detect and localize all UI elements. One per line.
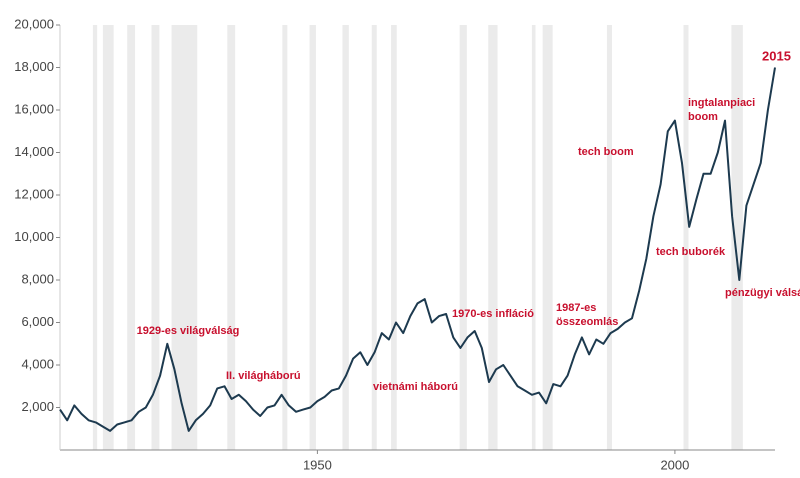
y-tick-label: 20,000 bbox=[14, 16, 54, 31]
recession-band bbox=[227, 25, 236, 450]
y-tick-label: 10,000 bbox=[14, 229, 54, 244]
recession-band bbox=[102, 25, 114, 450]
annotation: 2015 bbox=[762, 48, 791, 63]
y-tick-label: 12,000 bbox=[14, 186, 54, 201]
recession-band bbox=[459, 25, 467, 450]
annotation: vietnámi háború bbox=[373, 381, 458, 393]
annotation: 1970-es infláció bbox=[452, 308, 534, 320]
recession-band bbox=[171, 25, 198, 450]
annotation: összeomlás bbox=[556, 316, 618, 328]
recession-band bbox=[531, 25, 536, 450]
y-tick-label: 4,000 bbox=[21, 356, 54, 371]
recession-band bbox=[309, 25, 316, 450]
recession-band bbox=[542, 25, 553, 450]
annotation: 1929-es világválság bbox=[137, 325, 240, 337]
recession-band bbox=[92, 25, 98, 450]
recession-band bbox=[391, 25, 397, 450]
recession-band bbox=[151, 25, 160, 450]
x-tick-label: 2000 bbox=[660, 457, 689, 472]
annotation: II. világháború bbox=[226, 370, 301, 382]
y-tick-label: 6,000 bbox=[21, 314, 54, 329]
annotation: 1987-es bbox=[556, 302, 596, 314]
y-tick-label: 14,000 bbox=[14, 144, 54, 159]
annotation: pénzügyi válság bbox=[725, 287, 800, 299]
recession-band bbox=[606, 25, 612, 450]
recession-band bbox=[371, 25, 377, 450]
recession-band bbox=[488, 25, 498, 450]
y-tick-label: 8,000 bbox=[21, 271, 54, 286]
annotation: tech buborék bbox=[656, 246, 726, 258]
x-tick-label: 1950 bbox=[303, 457, 332, 472]
data-line bbox=[59, 67, 776, 432]
recession-band bbox=[342, 25, 349, 450]
annotation: ingtalanpiaci bbox=[688, 97, 755, 109]
recession-band bbox=[282, 25, 288, 450]
recession-band bbox=[683, 25, 689, 450]
annotation: tech boom bbox=[578, 146, 634, 158]
y-tick-label: 18,000 bbox=[14, 59, 54, 74]
recession-band bbox=[731, 25, 743, 450]
y-tick-label: 16,000 bbox=[14, 101, 54, 116]
annotation: boom bbox=[688, 111, 718, 123]
recession-band bbox=[127, 25, 136, 450]
y-tick-label: 2,000 bbox=[21, 399, 54, 414]
